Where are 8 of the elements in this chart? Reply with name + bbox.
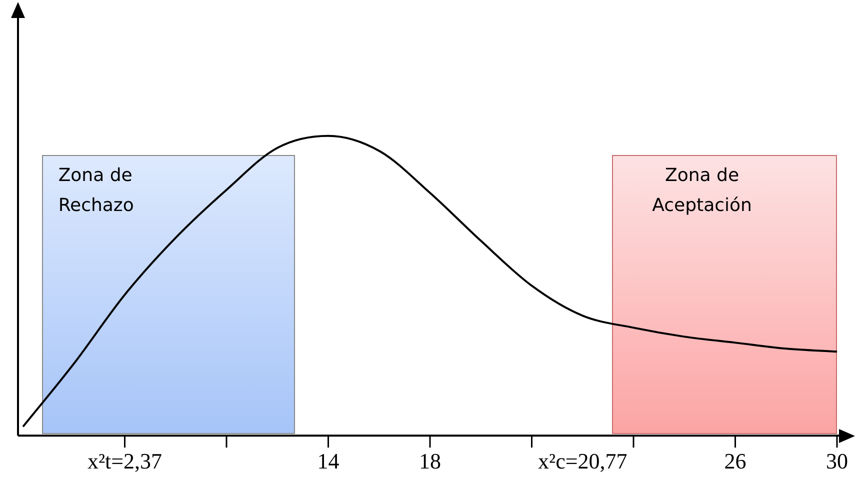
- annotation: Zona de Aceptación: [652, 164, 752, 218]
- x-tick-label: x²c=20,77: [538, 448, 628, 474]
- x-tick-label: 26: [724, 448, 746, 474]
- x-tick-label: 14: [317, 448, 340, 474]
- x-tick-label: 30: [826, 448, 848, 474]
- x-tick-label: x²t=2,37: [87, 448, 162, 474]
- x-tick-label: 18: [419, 448, 441, 474]
- annotation: Zona de Rechazo: [58, 164, 134, 218]
